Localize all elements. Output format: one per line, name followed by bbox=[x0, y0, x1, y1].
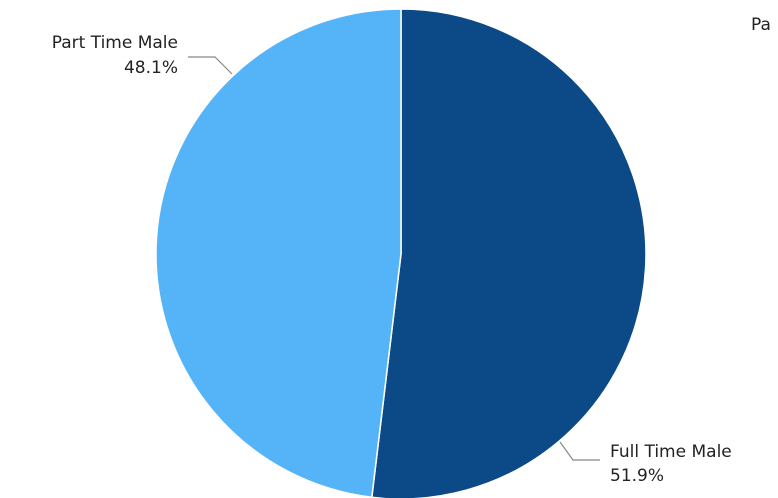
pie-slice-part-time-male bbox=[155, 8, 402, 498]
slice-label-name: Full Time Male bbox=[610, 442, 732, 462]
leader-line bbox=[188, 56, 233, 75]
pie-slices bbox=[155, 8, 647, 498]
legend-entry-clipped: Pa bbox=[751, 15, 771, 35]
leader-line bbox=[559, 441, 600, 461]
pie-slice-full-time-male bbox=[370, 8, 647, 498]
slice-label-value: 48.1% bbox=[124, 58, 178, 78]
slice-label-value: 51.9% bbox=[610, 466, 664, 486]
slice-labels: Full Time Male 51.9% Part Time Male 48.1% bbox=[52, 33, 732, 486]
slice-label-name: Part Time Male bbox=[52, 33, 178, 53]
